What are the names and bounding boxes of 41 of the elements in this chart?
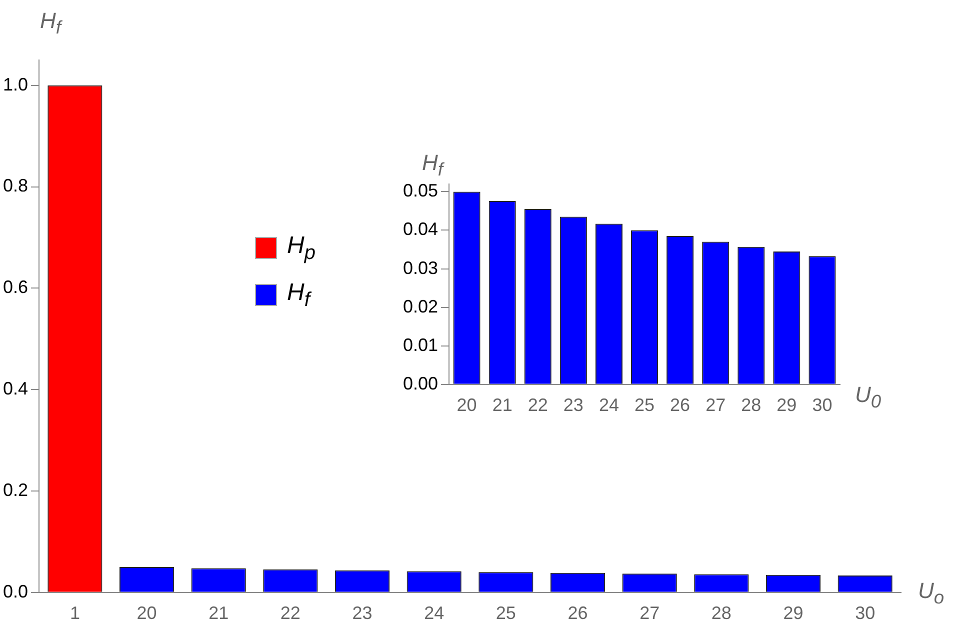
y-tick-label: 0.04 (402, 219, 438, 240)
x-tick-label: 21 (492, 395, 512, 416)
x-tick-label: 26 (670, 395, 690, 416)
x-tick-label: 24 (598, 395, 619, 416)
y-tick-label: 0.6 (2, 277, 28, 298)
legend-label: H$_{f}$ (287, 278, 310, 312)
x-tick-label: 25 (634, 395, 655, 416)
x-tick-label: 1 (70, 603, 80, 624)
x-tick-label: 23 (563, 395, 584, 416)
x-tick-label: 29 (783, 603, 804, 624)
y-tick-label: 0.02 (402, 296, 438, 316)
y-tick-label: 0.8 (2, 176, 28, 196)
x-tick-label: 28 (711, 603, 732, 624)
x-tick-label: 22 (280, 603, 300, 624)
x-tick-label: 28 (741, 395, 762, 416)
y-tick-label: 1.0 (2, 74, 28, 94)
x-tick-label: 27 (640, 603, 660, 624)
y-tick-label: 0.03 (402, 258, 438, 278)
y-axis-title: H$_{f}$ (40, 8, 61, 38)
x-tick-label: 26 (568, 603, 588, 624)
y-tick-label: 0.0 (2, 581, 28, 602)
x-tick-label: 29 (776, 395, 797, 416)
x-tick-label: 30 (855, 603, 876, 624)
x-tick-label: 21 (208, 603, 229, 624)
x-axis-title: U$_{o}$ (918, 578, 944, 608)
y-tick-label: 0.4 (2, 378, 28, 399)
x-tick-label: 30 (812, 395, 832, 416)
y-tick-label: 0.05 (402, 180, 438, 201)
x-tick-label: 25 (496, 603, 516, 624)
x-tick-label: 20 (136, 603, 157, 624)
x-tick-label: 24 (424, 603, 444, 624)
y-axis-title: H$_{f}$ (422, 150, 443, 180)
y-tick-label: 0.2 (2, 480, 28, 500)
x-tick-label: 22 (528, 395, 548, 416)
x-tick-label: 20 (456, 395, 477, 416)
legend-label: H$_{p}$ (287, 232, 316, 265)
x-tick-label: 23 (352, 603, 372, 624)
y-tick-label: 0.00 (402, 373, 438, 394)
x-axis-title: U$_{0}$ (855, 382, 882, 412)
x-tick-label: 27 (706, 395, 726, 416)
y-tick-label: 0.01 (402, 334, 438, 355)
